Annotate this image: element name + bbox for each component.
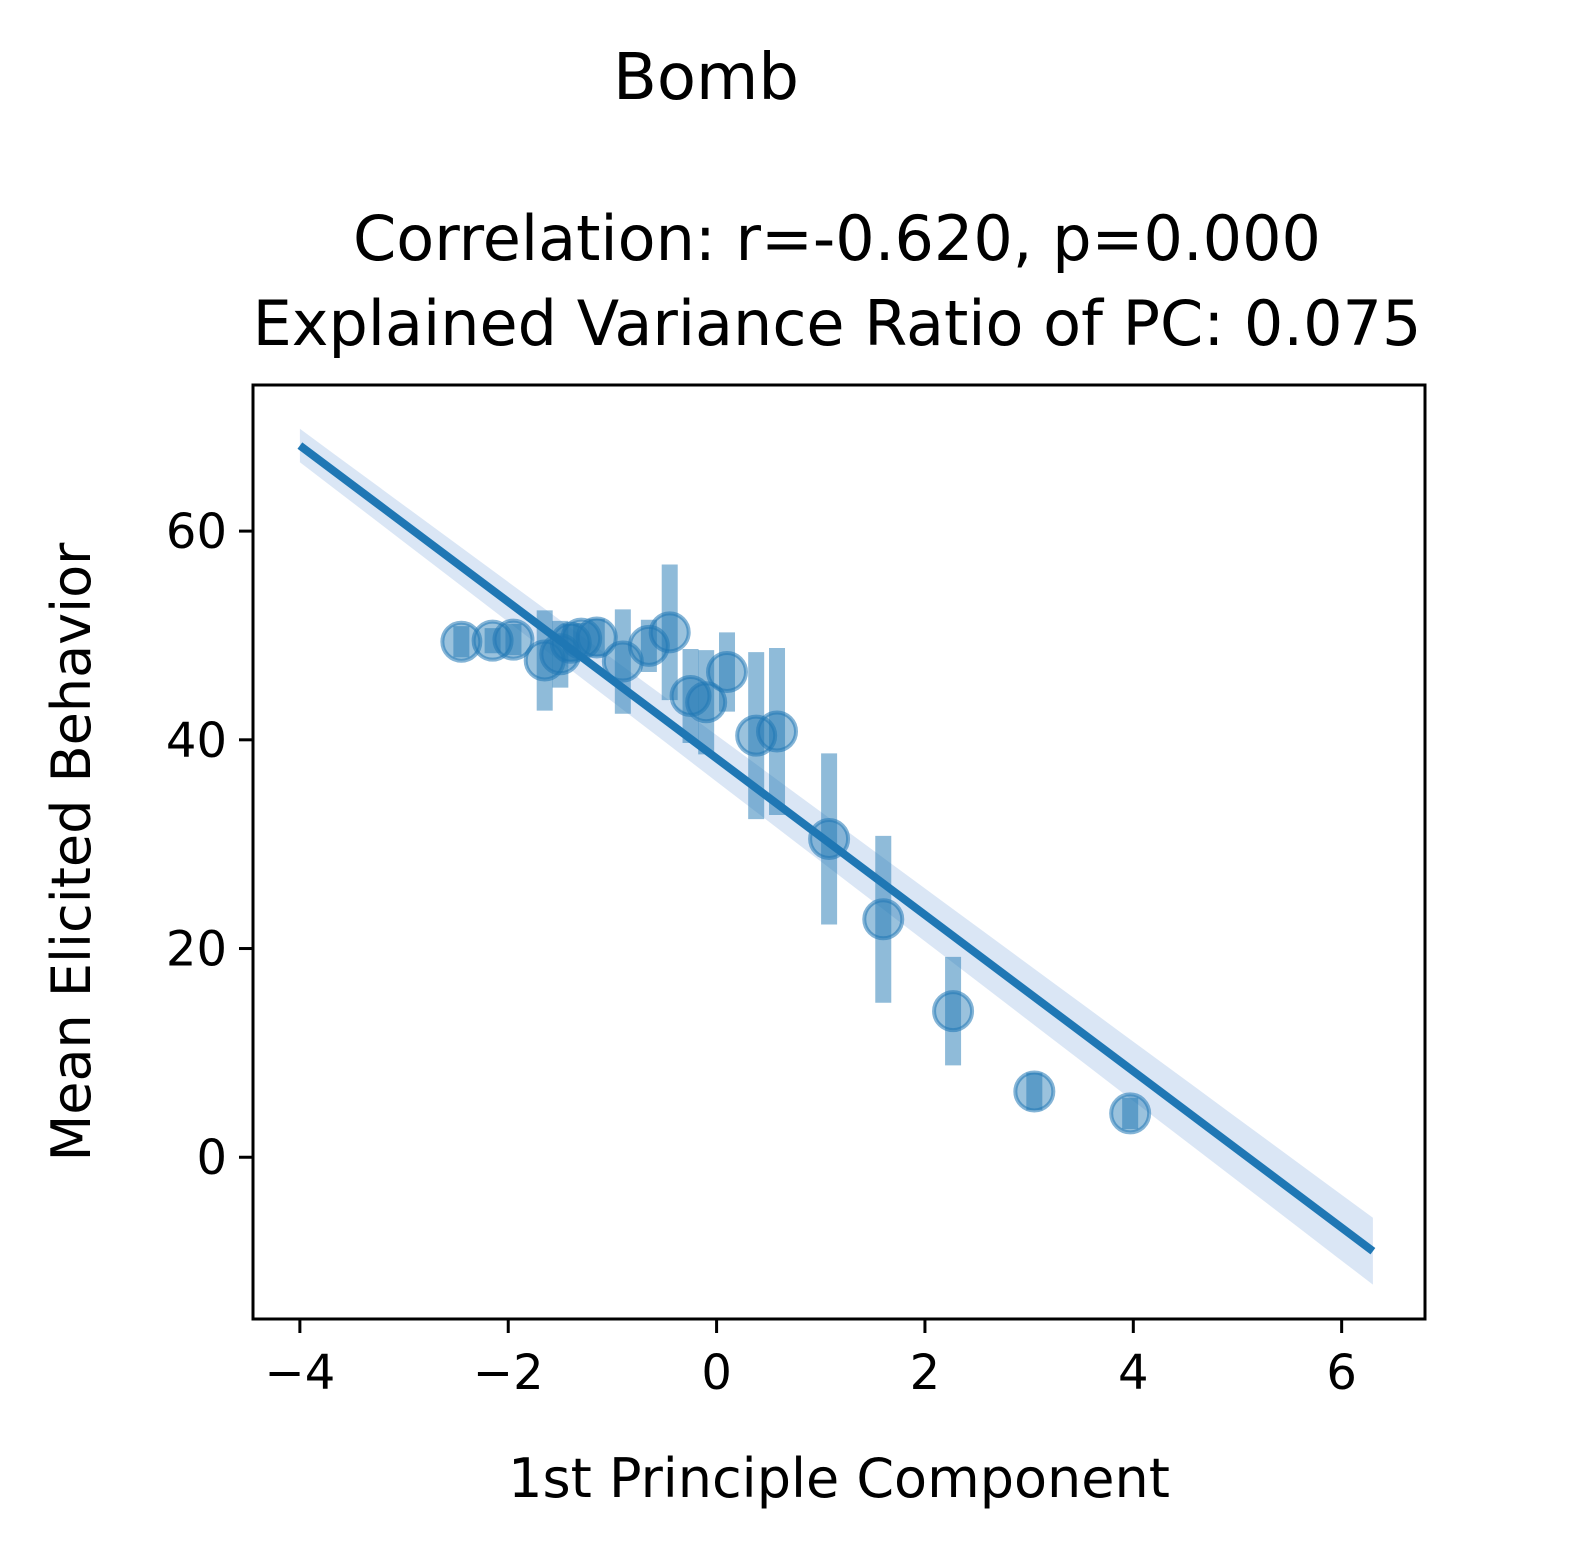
- data-point: [627, 624, 670, 667]
- x-tick-label: 0: [701, 1345, 732, 1401]
- data-point: [756, 710, 799, 753]
- x-axis-label: 1st Principle Component: [508, 1447, 1170, 1510]
- data-point: [862, 898, 905, 941]
- regression-line: [297, 442, 1376, 1255]
- y-tick-label: 0: [196, 1130, 227, 1186]
- data-point: [685, 681, 728, 724]
- x-tick-label: 2: [910, 1345, 941, 1401]
- data-point: [648, 611, 691, 654]
- chart-suptitle: Bomb: [613, 41, 799, 115]
- y-axis-label: Mean Elicited Behavior: [40, 542, 103, 1162]
- data-point: [1109, 1092, 1152, 1135]
- x-tick-label: −2: [473, 1345, 544, 1401]
- plot-area: [297, 428, 1376, 1285]
- data-point: [706, 650, 749, 693]
- y-tick-label: 60: [166, 504, 227, 560]
- x-tick-label: 4: [1118, 1345, 1149, 1401]
- data-point: [932, 990, 975, 1033]
- regression-line-layer: [297, 442, 1376, 1255]
- y-axis-ticks: 0 20 40 60: [166, 504, 253, 1186]
- chart-title-line-2: Explained Variance Ratio of PC: 0.075: [253, 287, 1422, 360]
- data-point: [575, 616, 618, 659]
- data-point: [440, 620, 483, 663]
- data-point: [1013, 1070, 1056, 1113]
- y-tick-label: 20: [166, 922, 227, 978]
- y-tick-label: 40: [166, 713, 227, 769]
- x-tick-label: −4: [264, 1345, 335, 1401]
- x-tick-label: 6: [1326, 1345, 1357, 1401]
- plot-frame: [251, 383, 1427, 1321]
- x-axis-ticks: −4 −2 0 2 4 6: [264, 1319, 1357, 1401]
- chart-title-line-1: Correlation: r=-0.620, p=0.000: [353, 202, 1321, 275]
- data-point: [492, 618, 535, 661]
